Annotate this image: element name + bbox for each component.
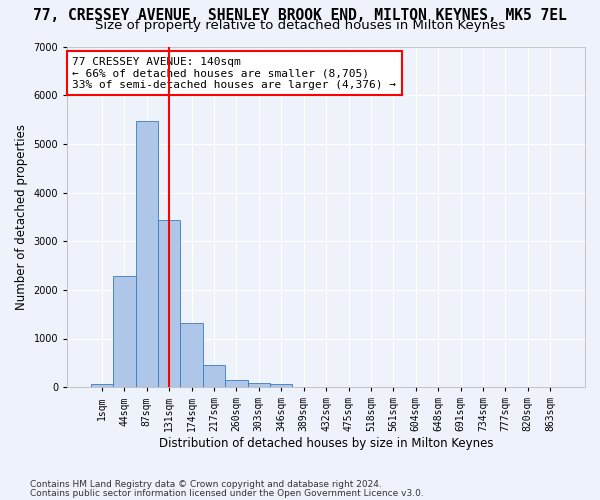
Text: Contains HM Land Registry data © Crown copyright and database right 2024.: Contains HM Land Registry data © Crown c… — [30, 480, 382, 489]
Bar — [248, 384, 270, 387]
Text: Size of property relative to detached houses in Milton Keynes: Size of property relative to detached ho… — [95, 19, 505, 32]
Bar — [91, 384, 113, 387]
Y-axis label: Number of detached properties: Number of detached properties — [15, 124, 28, 310]
Bar — [181, 324, 203, 387]
Text: Contains public sector information licensed under the Open Government Licence v3: Contains public sector information licen… — [30, 488, 424, 498]
Text: 77, CRESSEY AVENUE, SHENLEY BROOK END, MILTON KEYNES, MK5 7EL: 77, CRESSEY AVENUE, SHENLEY BROOK END, M… — [33, 8, 567, 22]
Text: 77 CRESSEY AVENUE: 140sqm
← 66% of detached houses are smaller (8,705)
33% of se: 77 CRESSEY AVENUE: 140sqm ← 66% of detac… — [73, 56, 397, 90]
Bar — [270, 384, 292, 387]
Bar — [158, 220, 181, 387]
Bar — [225, 380, 248, 387]
Bar — [136, 121, 158, 387]
Bar — [203, 365, 225, 387]
X-axis label: Distribution of detached houses by size in Milton Keynes: Distribution of detached houses by size … — [159, 437, 493, 450]
Bar — [113, 276, 136, 387]
